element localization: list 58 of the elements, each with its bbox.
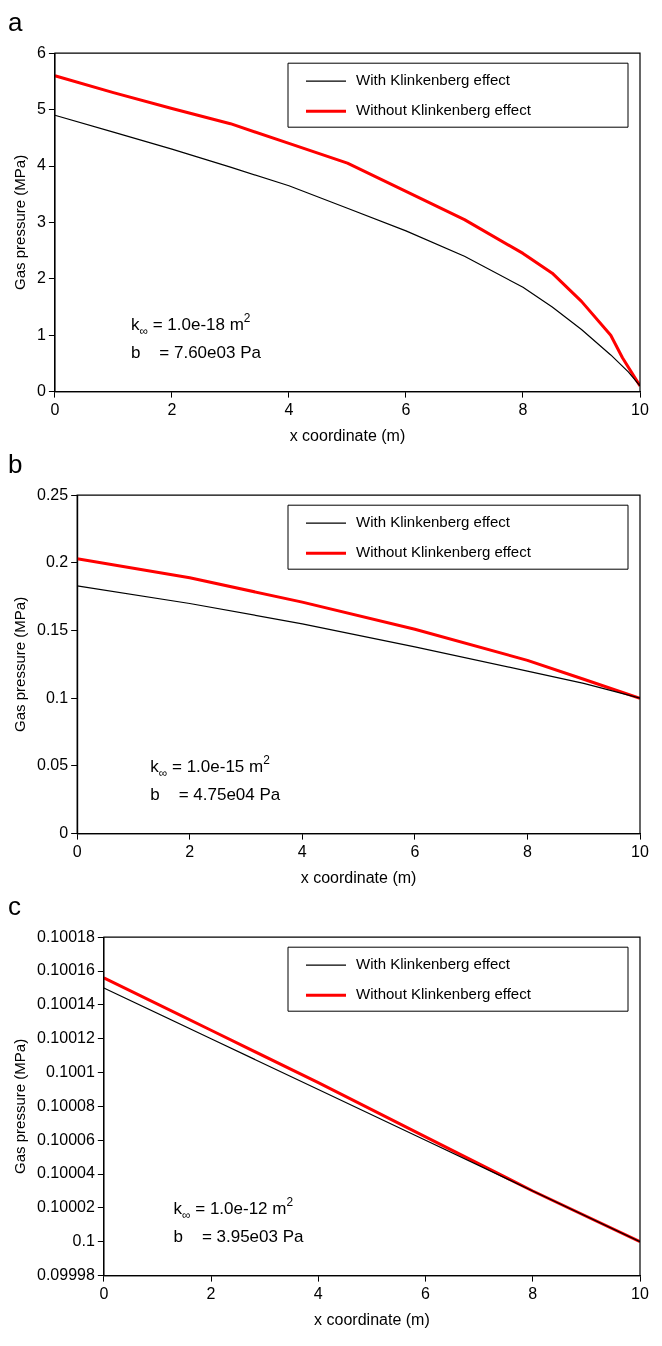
x-axis-title: x coordinate (m): [314, 1310, 430, 1328]
legend-label: With Klinkenberg effect: [356, 955, 511, 973]
y-tick-label: 0.10004: [36, 1164, 95, 1182]
x-tick-label: 0: [99, 1284, 109, 1302]
y-tick-label: 5: [36, 100, 46, 118]
legend-label: Without Klinkenberg effect: [356, 543, 532, 561]
y-tick-label: 4: [36, 156, 46, 174]
x-tick-label: 6: [410, 842, 420, 860]
x-tick-label: 8: [522, 842, 532, 860]
x-tick-label: 2: [167, 400, 177, 418]
x-tick-label: 8: [518, 400, 528, 418]
y-tick-label: 3: [36, 212, 46, 230]
legend-label: Without Klinkenberg effect: [356, 985, 532, 1003]
y-tick-label: 0.09998: [36, 1266, 95, 1284]
y-axis-title: Gas pressure (MPa): [11, 596, 29, 732]
x-tick-label: 2: [185, 842, 195, 860]
y-tick-label: 6: [36, 43, 46, 61]
annotation: b = 7.60e03 Pa: [130, 342, 262, 362]
chart-title: b: [8, 448, 23, 479]
annotation: b = 3.95e03 Pa: [173, 1226, 305, 1246]
y-tick-label: 0.10016: [36, 961, 95, 979]
x-tick-label: 4: [297, 842, 307, 860]
chart-title: a: [8, 6, 23, 37]
y-tick-label: 2: [36, 269, 46, 287]
x-axis-title: x coordinate (m): [300, 868, 417, 886]
y-tick-label: 0.05: [37, 756, 69, 774]
x-tick-label: 6: [401, 400, 411, 418]
x-tick-label: 10: [631, 1284, 649, 1302]
y-tick-label: 0.10002: [36, 1198, 95, 1216]
y-axis-title: Gas pressure (MPa): [11, 154, 29, 290]
x-tick-label: 6: [421, 1284, 431, 1302]
y-tick-label: 1: [36, 325, 46, 343]
legend-label: With Klinkenberg effect: [356, 71, 511, 89]
y-tick-label: 0.1: [72, 1232, 95, 1250]
chart-title: c: [8, 890, 21, 921]
x-tick-label: 10: [631, 842, 649, 860]
y-tick-label: 0.1001: [45, 1062, 95, 1080]
y-tick-label: 0.10012: [36, 1029, 95, 1047]
legend-label: Without Klinkenberg effect: [356, 101, 532, 119]
y-tick-label: 0.10008: [36, 1096, 95, 1114]
x-tick-label: 2: [206, 1284, 216, 1302]
x-axis-title: x coordinate (m): [289, 426, 406, 444]
annotation: b = 4.75e04 Pa: [150, 784, 281, 804]
y-tick-label: 0.15: [37, 620, 69, 638]
y-tick-label: 0.10018: [36, 927, 95, 945]
y-tick-label: 0.2: [45, 553, 69, 571]
y-tick-label: 0: [36, 382, 46, 400]
y-tick-label: 0.10014: [36, 995, 95, 1013]
y-tick-label: 0.10006: [36, 1130, 95, 1148]
y-axis-title: Gas pressure (MPa): [11, 1038, 29, 1174]
x-tick-label: 4: [284, 400, 294, 418]
x-tick-label: 8: [528, 1284, 538, 1302]
legend-label: With Klinkenberg effect: [356, 513, 511, 531]
y-tick-label: 0.1: [45, 688, 69, 706]
x-tick-label: 4: [313, 1284, 323, 1302]
x-tick-label: 10: [631, 400, 649, 418]
y-tick-label: 0: [59, 824, 69, 842]
y-tick-label: 0.25: [37, 485, 69, 503]
